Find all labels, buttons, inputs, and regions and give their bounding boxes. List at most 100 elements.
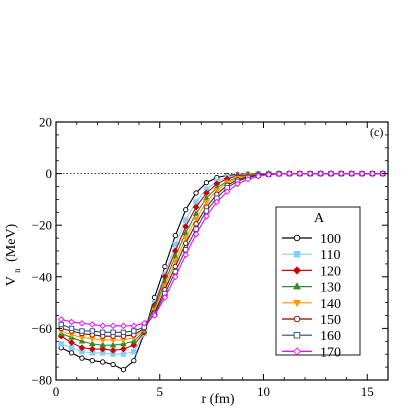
data-point	[172, 232, 178, 239]
y-axis-title: V n (MeV)	[4, 223, 24, 286]
data-point	[100, 359, 106, 365]
legend-label: 100	[320, 232, 341, 247]
data-point	[265, 171, 272, 178]
data-point	[192, 216, 200, 223]
data-point	[151, 312, 158, 319]
data-point	[58, 321, 64, 328]
data-point	[130, 322, 138, 330]
data-point	[293, 331, 301, 339]
legend-label: 160	[320, 329, 341, 344]
data-point	[68, 345, 75, 351]
data-point	[255, 172, 262, 180]
data-point	[79, 355, 85, 361]
legend-label: 110	[320, 248, 340, 263]
svg-text:V n (MeV): V n (MeV)	[4, 223, 24, 286]
legend-item-160: 160	[282, 329, 341, 344]
panel-label: (c)	[370, 125, 383, 139]
data-point	[203, 208, 210, 214]
data-point	[293, 300, 301, 308]
data-point	[120, 351, 127, 357]
x-tick-label: 15	[361, 384, 374, 399]
data-point	[293, 282, 301, 290]
data-point	[57, 316, 65, 323]
series-layer	[57, 169, 387, 373]
data-point	[109, 346, 117, 354]
y-axis-title-symbol: V	[4, 276, 19, 286]
data-point	[100, 329, 106, 335]
data-point	[192, 203, 200, 211]
data-point	[68, 325, 75, 332]
data-point	[79, 328, 85, 334]
data-point	[296, 170, 304, 177]
data-point	[131, 328, 137, 334]
data-point	[172, 259, 179, 265]
legend-label: 170	[320, 345, 341, 360]
legend-item-130: 130	[282, 281, 341, 296]
data-point	[182, 229, 189, 236]
data-point	[348, 170, 355, 177]
data-point	[293, 234, 301, 242]
data-point	[99, 345, 107, 353]
data-point	[182, 217, 189, 223]
data-point	[306, 170, 314, 177]
data-point	[109, 337, 117, 344]
data-point	[161, 294, 169, 301]
legend-item-140: 140	[282, 297, 341, 312]
x-tick-label: 0	[53, 384, 60, 399]
data-point	[99, 341, 106, 348]
data-point	[192, 209, 200, 216]
data-point	[120, 329, 127, 335]
data-point	[120, 337, 127, 344]
data-point	[213, 198, 221, 206]
x-tick-label: 10	[257, 384, 270, 399]
data-point	[109, 322, 117, 330]
y-tick-label: −40	[32, 269, 52, 284]
data-point	[338, 170, 345, 177]
y-tick-label: −60	[32, 321, 52, 336]
data-point	[110, 329, 116, 335]
data-point	[89, 357, 95, 364]
data-point	[203, 199, 210, 206]
data-point	[182, 251, 189, 259]
data-point	[275, 170, 283, 178]
data-point	[99, 322, 106, 330]
data-point	[203, 179, 210, 186]
legend-item-120: 120	[282, 264, 341, 279]
y-axis-title-subscript: n	[12, 268, 22, 273]
data-point	[68, 339, 75, 346]
data-point	[193, 221, 199, 227]
legend-item-170: 170	[282, 345, 341, 360]
x-axis-title: r (fm)	[201, 392, 234, 407]
legend-item-150: 150	[282, 313, 341, 328]
data-point	[193, 199, 199, 205]
data-point	[89, 336, 96, 343]
legend-box	[275, 206, 361, 356]
data-point	[182, 235, 189, 242]
data-point	[292, 266, 302, 275]
axes-layer: 0 5 10 15 20 0 −20 −40 −60 −80	[32, 115, 389, 399]
y-axis-title-unit: (MeV)	[4, 223, 19, 261]
data-point	[89, 340, 96, 347]
data-point	[293, 250, 301, 258]
legend-item-100: 100	[282, 232, 341, 247]
data-point	[203, 212, 210, 220]
legend-item-110: 110	[282, 248, 340, 263]
data-point	[192, 230, 200, 238]
x-tick-label: 5	[157, 384, 164, 399]
series-170	[57, 170, 387, 330]
data-point	[293, 315, 301, 323]
legend-label: 140	[320, 297, 341, 312]
data-point	[213, 188, 221, 195]
data-point	[327, 170, 335, 177]
data-point	[140, 319, 148, 327]
data-point	[162, 263, 168, 270]
data-point	[120, 367, 127, 373]
data-point	[244, 175, 252, 183]
data-point	[88, 345, 96, 353]
data-point	[182, 223, 190, 230]
y-tick-label: −80	[32, 373, 52, 388]
data-point	[131, 357, 137, 364]
data-point	[78, 319, 86, 327]
